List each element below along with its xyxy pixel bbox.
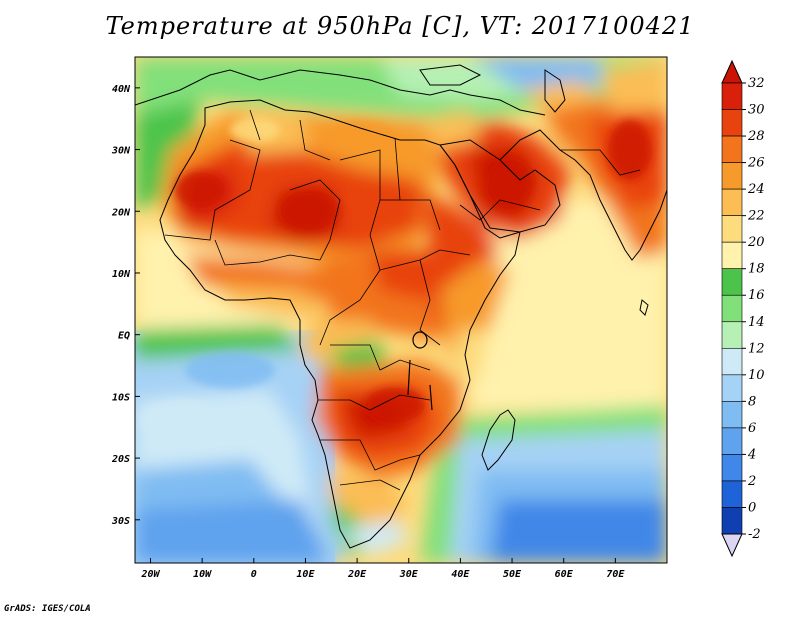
colorbar-box xyxy=(721,401,743,429)
colorbar-label: 4 xyxy=(747,447,756,462)
lon-tick-label: 40E xyxy=(451,569,470,580)
colorbar-box xyxy=(721,321,743,349)
map-title: Temperature at 950hPa [C], VT: 201710042… xyxy=(105,12,695,40)
colorbar-label: 8 xyxy=(748,394,756,409)
lake-malawi xyxy=(429,384,433,411)
lake-victoria xyxy=(412,331,428,349)
colorbar-label: 28 xyxy=(747,129,765,144)
lat-tick-label: EQ xyxy=(118,331,130,342)
colorbar-label: 18 xyxy=(748,262,765,277)
black-sea-coastline xyxy=(419,64,482,86)
axis-ticks: 20W 10W 0 10E 20E 30E 40E 50E 60E 70E 40N 30N 20N 10N… xyxy=(111,84,625,580)
colorbar-label: 10 xyxy=(748,368,765,383)
colorbar-box xyxy=(721,241,743,270)
colorbar-label: 30 xyxy=(748,103,765,118)
colorbar-box xyxy=(721,109,743,137)
colorbar-label: 16 xyxy=(748,288,765,303)
lon-tick-label: 20E xyxy=(347,569,367,580)
colorbar-label: 12 xyxy=(748,341,765,356)
lon-tick-label: 10E xyxy=(296,569,315,580)
colorbar-label: 14 xyxy=(748,315,765,330)
grads-credit: GrADS: IGES/COLA xyxy=(4,604,91,614)
lon-tick-label: 0 xyxy=(251,569,257,580)
lat-tick-label: 20S xyxy=(111,454,130,465)
colorbar-over-triangle xyxy=(721,59,743,84)
asia-coastline xyxy=(499,129,667,261)
lat-tick-label: 10N xyxy=(112,269,131,280)
plot-frame xyxy=(134,56,668,564)
colorbar-label: 6 xyxy=(748,421,756,436)
lon-tick-label: 70E xyxy=(606,569,625,580)
colorbar-box xyxy=(721,215,743,243)
lon-tick-label: 50E xyxy=(503,569,522,580)
lat-tick-label: 40N xyxy=(112,84,131,95)
field-detail xyxy=(140,118,652,440)
colorbar-label: -2 xyxy=(748,527,761,542)
colorbar-label: 20 xyxy=(747,235,765,250)
colorbar-label: 0 xyxy=(748,500,756,515)
colorbar-box xyxy=(721,294,743,323)
lon-tick-label: 30E xyxy=(399,569,419,580)
colorbar-label: 22 xyxy=(747,209,765,224)
colorbar-label: 32 xyxy=(748,76,765,91)
colorbar-label: 26 xyxy=(747,156,765,171)
caspian-coastline xyxy=(544,69,566,113)
lat-tick-label: 10S xyxy=(112,392,130,403)
smooth-fields xyxy=(135,57,667,563)
africa-coastline xyxy=(159,99,521,549)
madagascar-coastline xyxy=(481,409,516,471)
colorbar-box xyxy=(721,480,743,508)
lat-tick-label: 20N xyxy=(111,207,131,218)
lat-tick-label: 30S xyxy=(111,516,130,527)
lon-tick-label: 10W xyxy=(193,569,212,580)
lon-tick-label: 60E xyxy=(555,569,574,580)
lon-tick-label: 20W xyxy=(140,569,160,580)
colorbar-box xyxy=(721,374,743,402)
colorbar-box xyxy=(721,427,743,455)
colorbar-box xyxy=(721,188,743,216)
lakes xyxy=(407,331,433,411)
europe-coastline xyxy=(135,69,546,116)
colorbar-box xyxy=(721,82,743,110)
colorbar-box xyxy=(721,135,743,163)
colorbar-box xyxy=(721,268,743,296)
colorbar-box xyxy=(721,454,743,482)
colorbar-under-triangle xyxy=(721,533,743,558)
country-borders xyxy=(164,109,641,491)
temperature-field xyxy=(135,57,667,563)
colorbar-box xyxy=(721,507,743,535)
lat-tick-label: 30N xyxy=(111,146,131,157)
colorbar-box xyxy=(721,162,743,190)
colorbar-label: 24 xyxy=(747,182,765,197)
colorbar-label: 2 xyxy=(747,474,756,489)
coastlines xyxy=(135,64,667,549)
colorbar-box xyxy=(721,347,743,376)
sri-lanka-coastline xyxy=(639,299,649,316)
lake-tanganyika xyxy=(407,359,411,396)
